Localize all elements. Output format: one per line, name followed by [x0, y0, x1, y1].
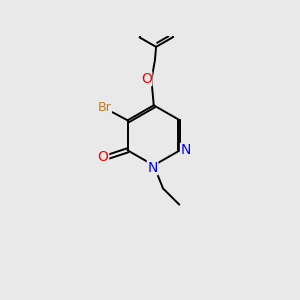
Text: Br: Br — [98, 101, 111, 114]
Text: O: O — [98, 150, 109, 164]
Text: N: N — [181, 143, 191, 157]
Text: N: N — [147, 161, 158, 175]
Text: O: O — [141, 72, 152, 86]
